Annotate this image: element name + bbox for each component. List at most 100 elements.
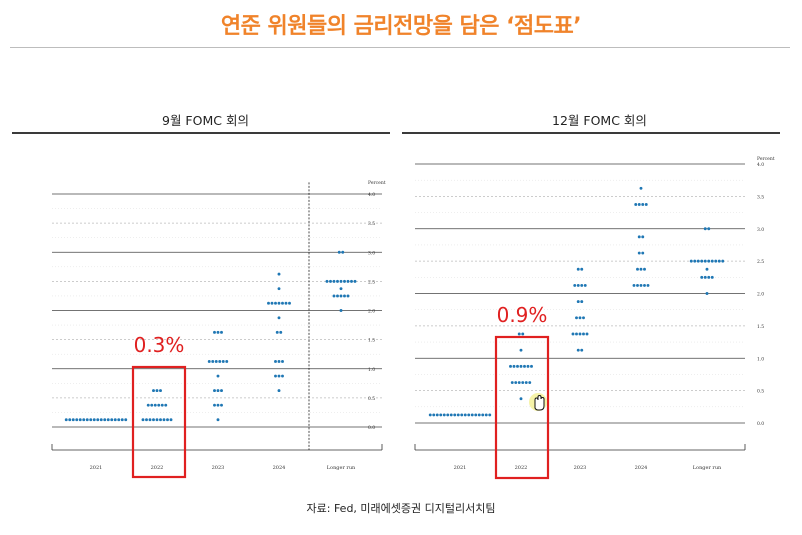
x-tick-label: 2023 bbox=[574, 465, 587, 471]
dot-marker bbox=[470, 413, 474, 417]
dot-marker bbox=[467, 413, 471, 417]
dot-marker bbox=[281, 374, 284, 378]
dot-marker bbox=[164, 403, 168, 407]
y-tick-label: 0.5 bbox=[757, 389, 764, 395]
dot-marker bbox=[166, 418, 169, 422]
dot-marker bbox=[530, 364, 533, 368]
dot-marker bbox=[225, 360, 229, 363]
dot-marker bbox=[641, 203, 645, 206]
y-tick-label: 1.0 bbox=[757, 356, 764, 362]
dot-marker bbox=[89, 418, 93, 422]
dot-marker bbox=[646, 283, 650, 287]
dot-marker bbox=[155, 389, 159, 393]
dot-marker bbox=[571, 332, 575, 336]
dot-marker bbox=[153, 403, 157, 407]
dot-marker bbox=[150, 403, 154, 407]
dot-marker bbox=[275, 330, 279, 334]
dot-marker bbox=[632, 283, 636, 287]
x-tick-label: 2023 bbox=[212, 465, 225, 471]
y-tick-label: 2.0 bbox=[368, 309, 375, 315]
y-tick-label: 2.5 bbox=[368, 279, 375, 285]
dot-marker bbox=[213, 389, 216, 393]
x-tick-label: 2021 bbox=[90, 465, 103, 471]
dot-marker bbox=[474, 413, 478, 417]
dot-marker bbox=[169, 418, 173, 422]
dot-marker bbox=[288, 301, 291, 305]
dot-marker bbox=[453, 413, 457, 417]
dot-marker bbox=[207, 360, 211, 363]
dot-marker bbox=[148, 418, 152, 422]
dot-marker bbox=[721, 259, 725, 263]
dot-marker bbox=[636, 283, 639, 287]
dot-marker bbox=[277, 374, 281, 378]
dot-marker bbox=[514, 381, 518, 384]
x-tick-label: Longer run bbox=[693, 465, 722, 471]
dot-marker bbox=[216, 403, 220, 407]
highlight-annotation: 0.9% bbox=[497, 303, 548, 327]
dot-marker bbox=[270, 301, 274, 305]
dot-marker bbox=[580, 267, 584, 271]
dot-marker bbox=[576, 283, 580, 287]
panel-title-label: 12월 FOMC 회의 bbox=[552, 113, 647, 128]
dot-marker bbox=[332, 294, 336, 298]
dot-marker bbox=[339, 279, 343, 283]
dot-marker bbox=[78, 418, 82, 422]
dot-marker bbox=[575, 316, 578, 320]
dot-marker bbox=[339, 287, 343, 291]
dot-marker bbox=[274, 360, 277, 363]
dot-marker bbox=[213, 330, 216, 334]
panel-title-underline bbox=[402, 132, 780, 134]
dot-marker bbox=[512, 364, 516, 368]
dot-marker bbox=[113, 418, 117, 422]
dot-marker bbox=[460, 413, 464, 417]
dot-marker bbox=[96, 418, 100, 422]
dot-marker bbox=[439, 413, 443, 417]
dot-marker bbox=[637, 251, 641, 255]
dot-marker bbox=[519, 364, 523, 368]
dot-marker bbox=[519, 348, 523, 352]
dot-marker bbox=[216, 374, 220, 378]
dot-marker bbox=[435, 413, 439, 417]
y-tick-label: 0.5 bbox=[368, 396, 375, 402]
dot-marker bbox=[710, 275, 714, 279]
dot-marker bbox=[120, 418, 124, 422]
dot-marker bbox=[578, 332, 582, 336]
dot-marker bbox=[350, 279, 353, 283]
dot-marker bbox=[160, 403, 164, 407]
dot-marker bbox=[339, 294, 343, 298]
dot-marker bbox=[220, 389, 223, 393]
dot-marker bbox=[641, 235, 645, 239]
dot-marker bbox=[216, 330, 220, 334]
dot-marker bbox=[284, 301, 288, 305]
dot-marker bbox=[211, 360, 215, 363]
dot-marker bbox=[277, 272, 281, 276]
dot-marker bbox=[573, 283, 577, 287]
dot-marker bbox=[336, 294, 339, 298]
dot-marker bbox=[583, 283, 587, 287]
dot-marker bbox=[325, 279, 329, 283]
y-tick-label: 1.0 bbox=[368, 367, 375, 373]
dot-marker bbox=[509, 364, 512, 368]
dot-marker bbox=[214, 360, 218, 363]
dot-marker bbox=[106, 418, 110, 422]
dot-marker bbox=[343, 294, 346, 298]
dot-marker bbox=[707, 275, 711, 279]
dot-marker bbox=[103, 418, 107, 422]
x-tick-label: 2022 bbox=[515, 465, 528, 471]
dot-marker bbox=[159, 418, 162, 422]
dot-marker bbox=[216, 389, 220, 393]
dot-marker bbox=[643, 283, 646, 287]
dot-marker bbox=[463, 413, 467, 417]
y-tick-label: 3.5 bbox=[368, 221, 375, 227]
dot-marker bbox=[221, 360, 225, 363]
dot-marker bbox=[110, 418, 114, 422]
dot-marker bbox=[526, 364, 530, 368]
dot-marker bbox=[124, 418, 128, 422]
dot-marker bbox=[696, 259, 700, 263]
x-tick-label: 2024 bbox=[635, 465, 648, 471]
dot-marker bbox=[274, 374, 277, 378]
dot-marker bbox=[717, 259, 721, 263]
dot-marker bbox=[341, 250, 345, 254]
x-tick-label: 2021 bbox=[454, 465, 467, 471]
y-tick-label: 4.0 bbox=[368, 192, 375, 198]
